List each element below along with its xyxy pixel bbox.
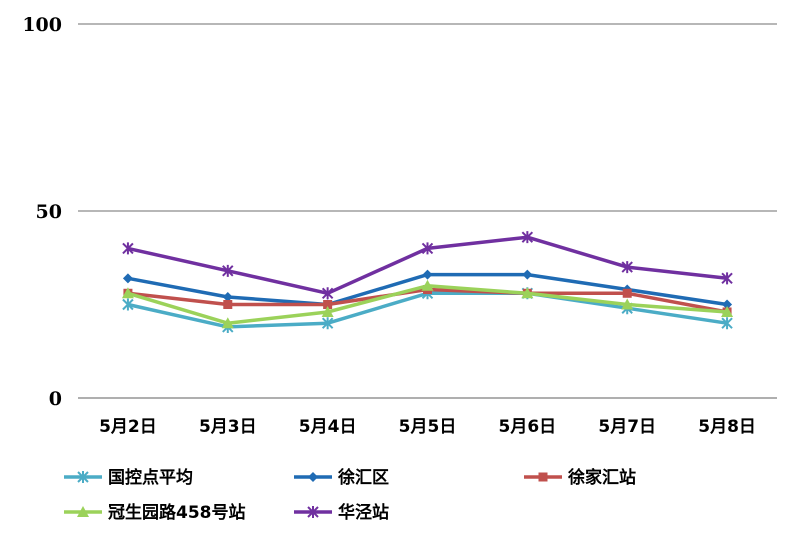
grid (78, 23, 777, 399)
data-point (222, 264, 234, 277)
data-point (321, 317, 334, 330)
legend-item: 徐家汇站 (524, 467, 636, 488)
star-marker (307, 506, 319, 518)
star-marker (77, 471, 89, 483)
x-tick-label: 5月3日 (199, 417, 257, 437)
star-marker (521, 231, 534, 244)
data-point (421, 279, 434, 291)
data-point (323, 300, 333, 309)
data-point (307, 506, 319, 518)
legend-label: 冠生园路458号站 (108, 502, 246, 523)
star-marker (721, 317, 733, 330)
data-point (521, 231, 534, 244)
legend-label: 徐汇区 (337, 467, 389, 488)
x-tick-label: 5月7日 (598, 417, 656, 437)
data-point (308, 472, 318, 482)
y-tick-label: 0 (49, 388, 62, 410)
data-point (321, 287, 334, 300)
star-marker (721, 272, 733, 285)
legend-label: 国控点平均 (108, 467, 193, 488)
star-marker (621, 261, 633, 274)
data-point (722, 299, 733, 310)
data-point (122, 273, 133, 284)
y-tick-label: 50 (36, 201, 62, 223)
legend-item: 华泾站 (294, 502, 389, 523)
star-marker (421, 242, 434, 255)
series-group (121, 231, 734, 333)
data-point (77, 471, 89, 483)
x-tick-label: 5月2日 (99, 417, 157, 437)
star-marker (122, 242, 134, 255)
x-tick-label: 5月4日 (299, 417, 357, 437)
data-point (222, 292, 233, 303)
y-axis-ticks: 0 50 100 (22, 14, 62, 410)
data-point (721, 305, 734, 317)
x-tick-label: 5月8日 (698, 417, 756, 437)
data-point (621, 261, 633, 274)
data-point (122, 298, 134, 311)
star-marker (321, 317, 334, 330)
data-point (122, 242, 134, 255)
x-tick-label: 5月6日 (499, 417, 557, 437)
data-point (421, 242, 434, 255)
series-5 (122, 231, 733, 300)
legend-item: 徐汇区 (294, 467, 389, 488)
legend-item: 国控点平均 (64, 467, 193, 488)
legend-label: 华泾站 (338, 502, 389, 523)
data-point (223, 300, 233, 309)
x-tick-label: 5月5日 (399, 417, 457, 437)
data-point (422, 269, 433, 280)
legend-label: 徐家汇站 (567, 467, 636, 488)
data-point (521, 287, 534, 299)
data-point (77, 506, 89, 517)
star-marker (222, 264, 234, 277)
data-point (522, 269, 533, 280)
y-tick-label: 100 (22, 14, 62, 36)
star-marker (122, 298, 134, 311)
data-point (622, 288, 632, 298)
data-point (538, 472, 548, 482)
series-4 (121, 279, 734, 329)
data-point (721, 272, 733, 285)
data-point (621, 298, 634, 310)
legend-item: 冠生园路458号站 (64, 502, 246, 523)
data-point (121, 287, 134, 299)
data-point (721, 317, 733, 330)
data-point (321, 305, 334, 317)
data-point (221, 317, 234, 329)
x-axis-ticks: 5月2日 5月3日 5月4日 5月5日 5月6日 5月7日 5月8日 (99, 417, 756, 437)
star-marker (321, 287, 334, 300)
